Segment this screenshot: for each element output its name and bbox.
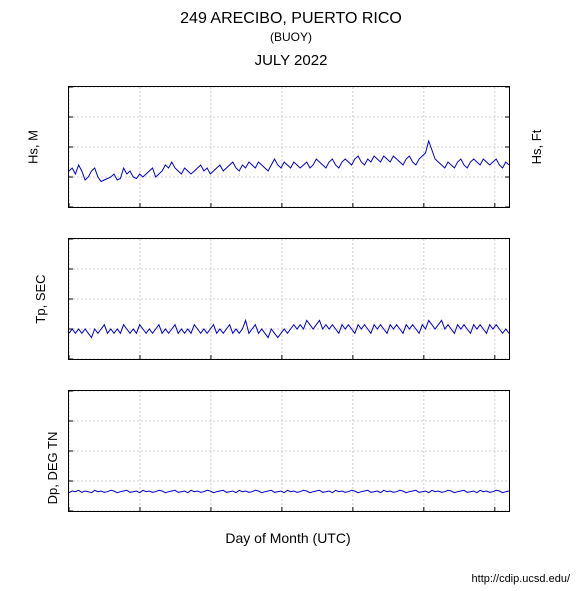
page-subtitle: (BUOY) (0, 30, 582, 44)
tp-plot: 07142128161116212631 (69, 239, 509, 359)
month-title: JULY 2022 (0, 52, 582, 69)
hs-ylabel-right: Hs, Ft (529, 130, 544, 165)
chart-container: 249 ARECIBO, PUERTO RICO (BUOY) JULY 202… (0, 10, 582, 591)
dp-chart: Dp, DEG TN 090180270360161116212631 Day … (68, 390, 508, 546)
charts-stack: Hs, M Hs, Ft 0123403.36.69.8131611162126… (68, 86, 528, 576)
credit-link: http://cdip.ucsd.edu/ (472, 573, 570, 585)
dp-ylabel-left: Dp, DEG TN (45, 432, 60, 505)
dp-plot: 090180270360161116212631 (69, 391, 509, 511)
page-title: 249 ARECIBO, PUERTO RICO (0, 10, 582, 28)
hs-plot: 0123403.36.69.813161116212631 (69, 87, 509, 207)
x-axis-label: Day of Month (UTC) (68, 530, 508, 546)
tp-chart: Tp, SEC 07142128161116212631 (68, 238, 508, 360)
hs-ylabel-left: Hs, M (25, 130, 40, 164)
hs-chart: Hs, M Hs, Ft 0123403.36.69.8131611162126… (68, 86, 508, 208)
tp-ylabel-left: Tp, SEC (33, 274, 48, 323)
